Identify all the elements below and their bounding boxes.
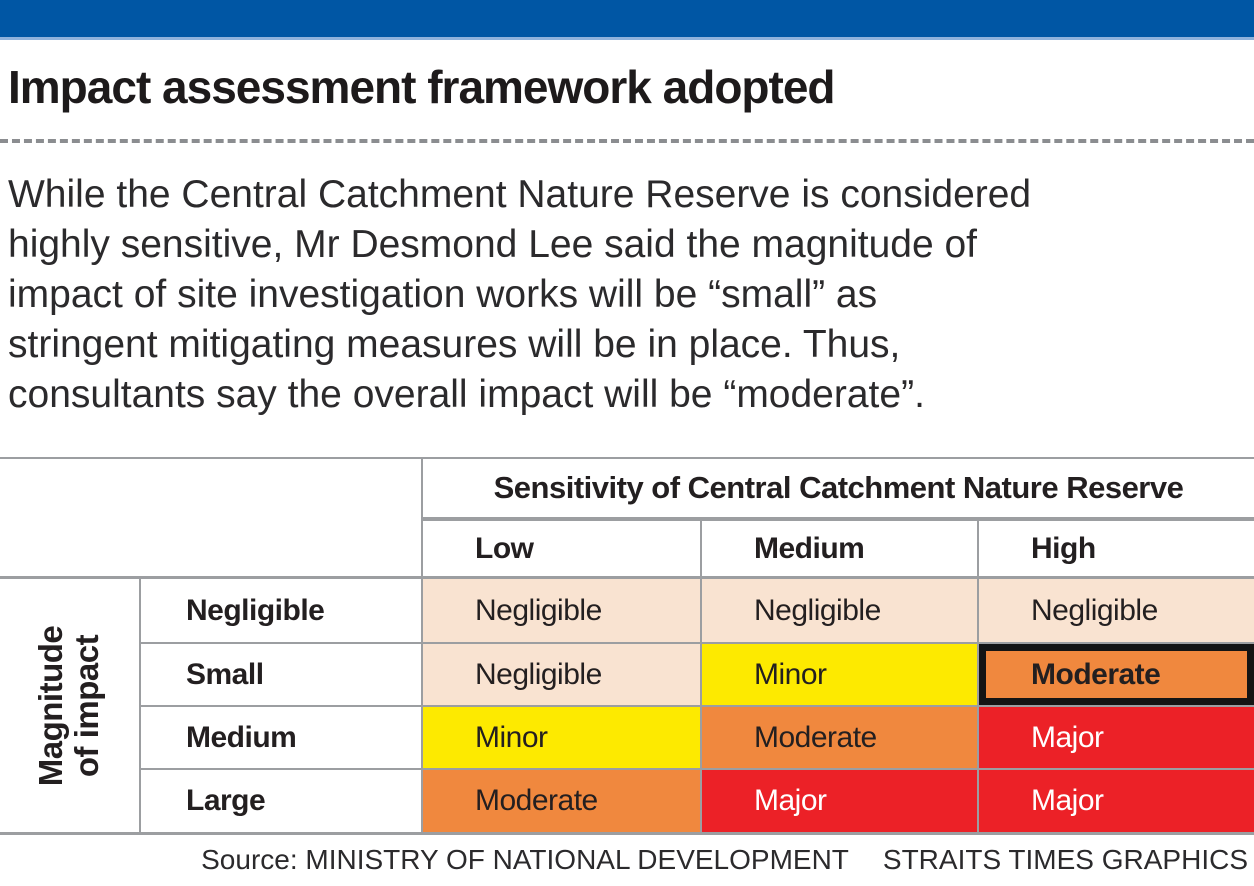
matrix-cell-highlighted: Moderate bbox=[977, 642, 1254, 706]
matrix-cell: Negligible bbox=[421, 579, 700, 643]
graphics-credit-text: STRAITS TIMES GRAPHICS bbox=[882, 844, 1248, 876]
matrix-cell: Moderate bbox=[700, 705, 977, 769]
matrix-cell: Major bbox=[977, 705, 1254, 769]
matrix-cell: Major bbox=[700, 768, 977, 833]
column-header-low: Low bbox=[421, 521, 700, 580]
row-header-small: Small bbox=[141, 642, 421, 706]
page-title: Impact assessment framework adopted bbox=[8, 61, 836, 113]
intro-line: impact of site investigation works will … bbox=[8, 273, 878, 317]
top-accent-bar bbox=[0, 0, 1254, 40]
matrix-cell: Minor bbox=[700, 642, 977, 706]
intro-line: consultants say the overall impact will … bbox=[8, 373, 925, 417]
footer-credits: Source: MINISTRY OF NATIONAL DEVELOPMENT… bbox=[0, 844, 1254, 876]
intro-line: highly sensitive, Mr Desmond Lee said th… bbox=[8, 223, 978, 267]
column-header-high: High bbox=[977, 521, 1254, 580]
column-group-header: Sensitivity of Central Catchment Nature … bbox=[421, 459, 1254, 522]
intro-line: While the Central Catchment Nature Reser… bbox=[8, 173, 1032, 217]
row-header-medium: Medium bbox=[141, 705, 421, 769]
row-header-negligible: Negligible bbox=[141, 579, 421, 643]
y-axis-label-text: Magnitude of impact bbox=[32, 625, 106, 786]
matrix-cell: Negligible bbox=[977, 579, 1254, 643]
matrix-cell: Negligible bbox=[700, 579, 977, 643]
source-text: Source: MINISTRY OF NATIONAL DEVELOPMENT bbox=[201, 844, 849, 876]
intro-paragraph: While the Central Catchment Nature Reser… bbox=[8, 170, 1246, 420]
column-header-medium: Medium bbox=[700, 521, 977, 580]
impact-matrix-table: Sensitivity of Central Catchment Nature … bbox=[0, 457, 1254, 836]
matrix-cell: Moderate bbox=[421, 768, 700, 833]
y-axis-label: Magnitude of impact bbox=[0, 579, 141, 833]
matrix-cell: Negligible bbox=[421, 642, 700, 706]
matrix-corner-spacer bbox=[0, 459, 421, 580]
row-header-large: Large bbox=[141, 768, 421, 833]
matrix-cell: Major bbox=[977, 768, 1254, 833]
dashed-divider bbox=[0, 139, 1254, 144]
intro-line: stringent mitigating measures will be in… bbox=[8, 323, 901, 367]
matrix-cell: Minor bbox=[421, 705, 700, 769]
